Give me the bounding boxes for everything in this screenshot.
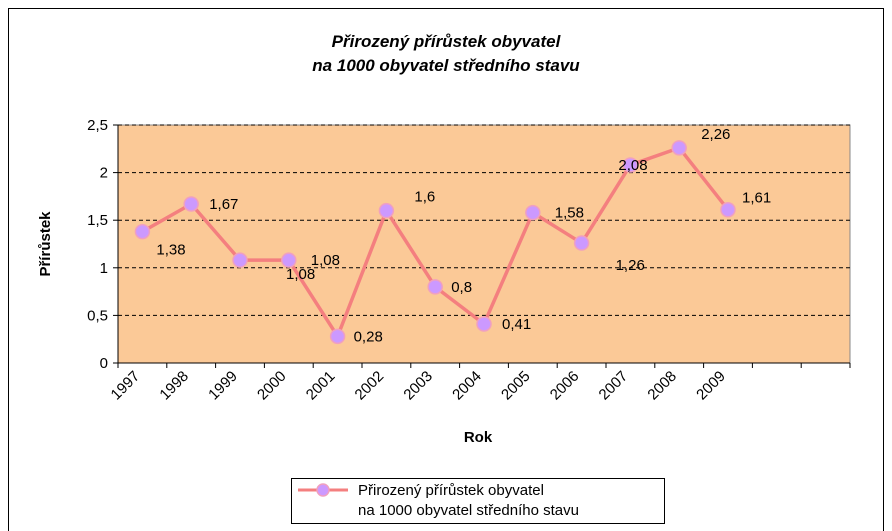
data-label: 1,08 — [311, 252, 340, 269]
x-tick-label: 2009 — [693, 368, 729, 404]
y-tick-label: 2 — [100, 165, 108, 182]
x-tick-label: 2002 — [352, 368, 388, 404]
x-tick-label: 2004 — [449, 368, 485, 404]
series-marker — [622, 157, 639, 173]
data-label: 0,8 — [451, 279, 472, 296]
y-tick-label: 2,5 — [87, 117, 108, 134]
y-tick-label: 1 — [100, 260, 108, 277]
legend-label: Přirozený přírůstek obyvatel na 1000 oby… — [358, 482, 579, 519]
data-label: 1,38 — [156, 242, 185, 259]
x-tick-label: 1998 — [156, 368, 192, 404]
y-axis-title: Přírůstek — [37, 211, 54, 277]
x-tick-label: 2007 — [596, 368, 632, 404]
x-tick-label: 1997 — [108, 368, 144, 404]
data-label: 1,26 — [616, 257, 645, 274]
series-marker — [329, 328, 346, 345]
chart-title: Přirozený přírůstek obyvatel na 1000 oby… — [312, 32, 580, 75]
data-label: 0,41 — [502, 316, 531, 333]
data-label: 2,08 — [618, 157, 647, 174]
data-label: 1,58 — [555, 205, 584, 222]
series-marker — [720, 201, 736, 218]
x-tick-label: 2003 — [400, 368, 436, 404]
data-label: 1,08 — [286, 266, 315, 283]
y-tick-label: 0,5 — [87, 307, 108, 324]
data-label: 1,67 — [209, 196, 238, 213]
data-label: 1,6 — [414, 189, 435, 206]
series-marker — [378, 202, 395, 219]
series-marker — [671, 140, 687, 156]
data-label: 1,61 — [742, 190, 771, 207]
x-axis-title: Rok — [464, 429, 493, 446]
x-tick-label: 2006 — [547, 368, 583, 404]
series-marker — [525, 204, 541, 221]
series-marker — [573, 235, 590, 251]
y-tick-label: 1,5 — [87, 212, 108, 229]
data-label: 0,28 — [354, 328, 383, 345]
series-marker — [281, 252, 297, 268]
x-tick-label: 2008 — [644, 368, 680, 404]
series-marker — [134, 223, 151, 240]
x-tick-label: 2005 — [498, 368, 534, 404]
x-tick-label: 2000 — [254, 368, 290, 404]
chart-border — [8, 8, 884, 531]
legend: Přirozený přírůstek obyvatel na 1000 oby… — [291, 478, 665, 524]
series-marker — [232, 252, 248, 268]
y-tick-label: 0 — [100, 355, 108, 372]
data-label: 2,26 — [701, 126, 730, 143]
x-tick-label: 1999 — [205, 368, 241, 404]
series-marker — [183, 196, 199, 212]
x-tick-label: 2001 — [303, 368, 339, 404]
legend-marker — [316, 483, 330, 497]
series-marker — [427, 279, 443, 295]
legend-swatch — [298, 483, 348, 497]
series-marker — [476, 316, 492, 332]
